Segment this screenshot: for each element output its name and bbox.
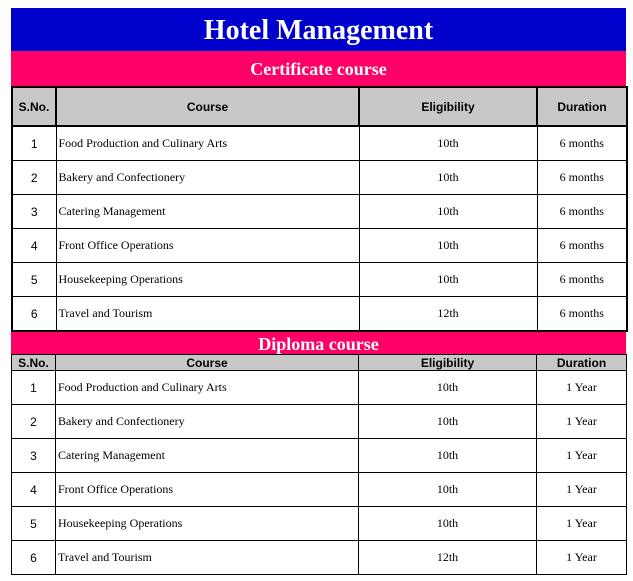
cell-course: Catering Management bbox=[55, 438, 359, 473]
cell-course: Front Office Operations bbox=[55, 472, 359, 507]
cell-duration: 1 Year bbox=[536, 506, 627, 541]
table-row: 2 Bakery and Confectionery 10th 6 months bbox=[11, 160, 628, 195]
cell-duration: 1 Year bbox=[536, 540, 627, 575]
cell-sno: 4 bbox=[11, 228, 57, 263]
cell-course: Housekeeping Operations bbox=[55, 262, 360, 297]
cell-sno: 6 bbox=[11, 540, 56, 575]
cell-course: Travel and Tourism bbox=[55, 540, 359, 575]
table-row: 4 Front Office Operations 10th 6 months bbox=[11, 228, 628, 263]
cell-duration: 6 months bbox=[536, 296, 628, 332]
cell-eligibility: 10th bbox=[358, 228, 538, 263]
section-heading-diploma: Diploma course bbox=[11, 332, 626, 354]
cell-eligibility: 10th bbox=[358, 438, 537, 473]
hotel-management-document: Hotel Management Certificate course S.No… bbox=[11, 8, 628, 575]
header-duration: Duration bbox=[536, 86, 628, 127]
cell-course: Food Production and Culinary Arts bbox=[55, 125, 360, 161]
cell-course: Food Production and Culinary Arts bbox=[55, 370, 359, 405]
table-row: 2 Bakery and Confectionery 10th 1 Year bbox=[11, 404, 627, 439]
certificate-course-table: S.No. Course Eligibility Duration 1 Food … bbox=[11, 86, 628, 332]
cell-sno: 2 bbox=[11, 404, 56, 439]
cell-eligibility: 10th bbox=[358, 370, 537, 405]
cell-duration: 1 Year bbox=[536, 472, 627, 507]
cell-course: Bakery and Confectionery bbox=[55, 160, 360, 195]
cell-sno: 2 bbox=[11, 160, 57, 195]
cell-eligibility: 12th bbox=[358, 540, 537, 575]
cell-sno: 1 bbox=[11, 125, 57, 161]
cell-duration: 6 months bbox=[536, 125, 628, 161]
cell-sno: 4 bbox=[11, 472, 56, 507]
header-eligibility: Eligibility bbox=[358, 86, 538, 127]
cell-sno: 5 bbox=[11, 506, 56, 541]
table-row: 4 Front Office Operations 10th 1 Year bbox=[11, 472, 627, 507]
cell-duration: 1 Year bbox=[536, 370, 627, 405]
cell-eligibility: 12th bbox=[358, 296, 538, 332]
cell-duration: 6 months bbox=[536, 194, 628, 229]
table-row: 5 Housekeeping Operations 10th 6 months bbox=[11, 262, 628, 297]
cell-duration: 6 months bbox=[536, 228, 628, 263]
table-header-row: S.No. Course Eligibility Duration bbox=[11, 86, 628, 127]
header-duration: Duration bbox=[536, 354, 627, 371]
cell-sno: 3 bbox=[11, 438, 56, 473]
cell-course: Front Office Operations bbox=[55, 228, 360, 263]
diploma-course-table: S.No. Course Eligibility Duration 1 Food … bbox=[11, 354, 627, 575]
header-eligibility: Eligibility bbox=[358, 354, 537, 371]
table-row: 6 Travel and Tourism 12th 1 Year bbox=[11, 540, 627, 575]
header-course: Course bbox=[55, 86, 360, 127]
cell-duration: 6 months bbox=[536, 160, 628, 195]
cell-course: Bakery and Confectionery bbox=[55, 404, 359, 439]
cell-eligibility: 10th bbox=[358, 404, 537, 439]
table-row: 5 Housekeeping Operations 10th 1 Year bbox=[11, 506, 627, 541]
table-header-row: S.No. Course Eligibility Duration bbox=[11, 354, 627, 371]
table-row: 3 Catering Management 10th 1 Year bbox=[11, 438, 627, 473]
cell-duration: 1 Year bbox=[536, 438, 627, 473]
table-row: 6 Travel and Tourism 12th 6 months bbox=[11, 296, 628, 332]
cell-eligibility: 10th bbox=[358, 472, 537, 507]
cell-sno: 1 bbox=[11, 370, 56, 405]
table-row: 1 Food Production and Culinary Arts 10th 6 … bbox=[11, 125, 628, 161]
table-row: 3 Catering Management 10th 6 months bbox=[11, 194, 628, 229]
cell-duration: 6 months bbox=[536, 262, 628, 297]
header-sno: S.No. bbox=[11, 354, 56, 371]
cell-eligibility: 10th bbox=[358, 194, 538, 229]
cell-sno: 3 bbox=[11, 194, 57, 229]
cell-sno: 6 bbox=[11, 296, 57, 332]
cell-eligibility: 10th bbox=[358, 160, 538, 195]
cell-sno: 5 bbox=[11, 262, 57, 297]
cell-eligibility: 10th bbox=[358, 125, 538, 161]
section-heading-certificate: Certificate course bbox=[11, 51, 626, 86]
cell-course: Travel and Tourism bbox=[55, 296, 360, 332]
cell-eligibility: 10th bbox=[358, 506, 537, 541]
table-row: 1 Food Production and Culinary Arts 10th 1 … bbox=[11, 370, 627, 405]
cell-eligibility: 10th bbox=[358, 262, 538, 297]
cell-course: Catering Management bbox=[55, 194, 360, 229]
cell-duration: 1 Year bbox=[536, 404, 627, 439]
header-sno: S.No. bbox=[11, 86, 57, 127]
cell-course: Housekeeping Operations bbox=[55, 506, 359, 541]
header-course: Course bbox=[55, 354, 359, 371]
page-title: Hotel Management bbox=[11, 8, 626, 51]
